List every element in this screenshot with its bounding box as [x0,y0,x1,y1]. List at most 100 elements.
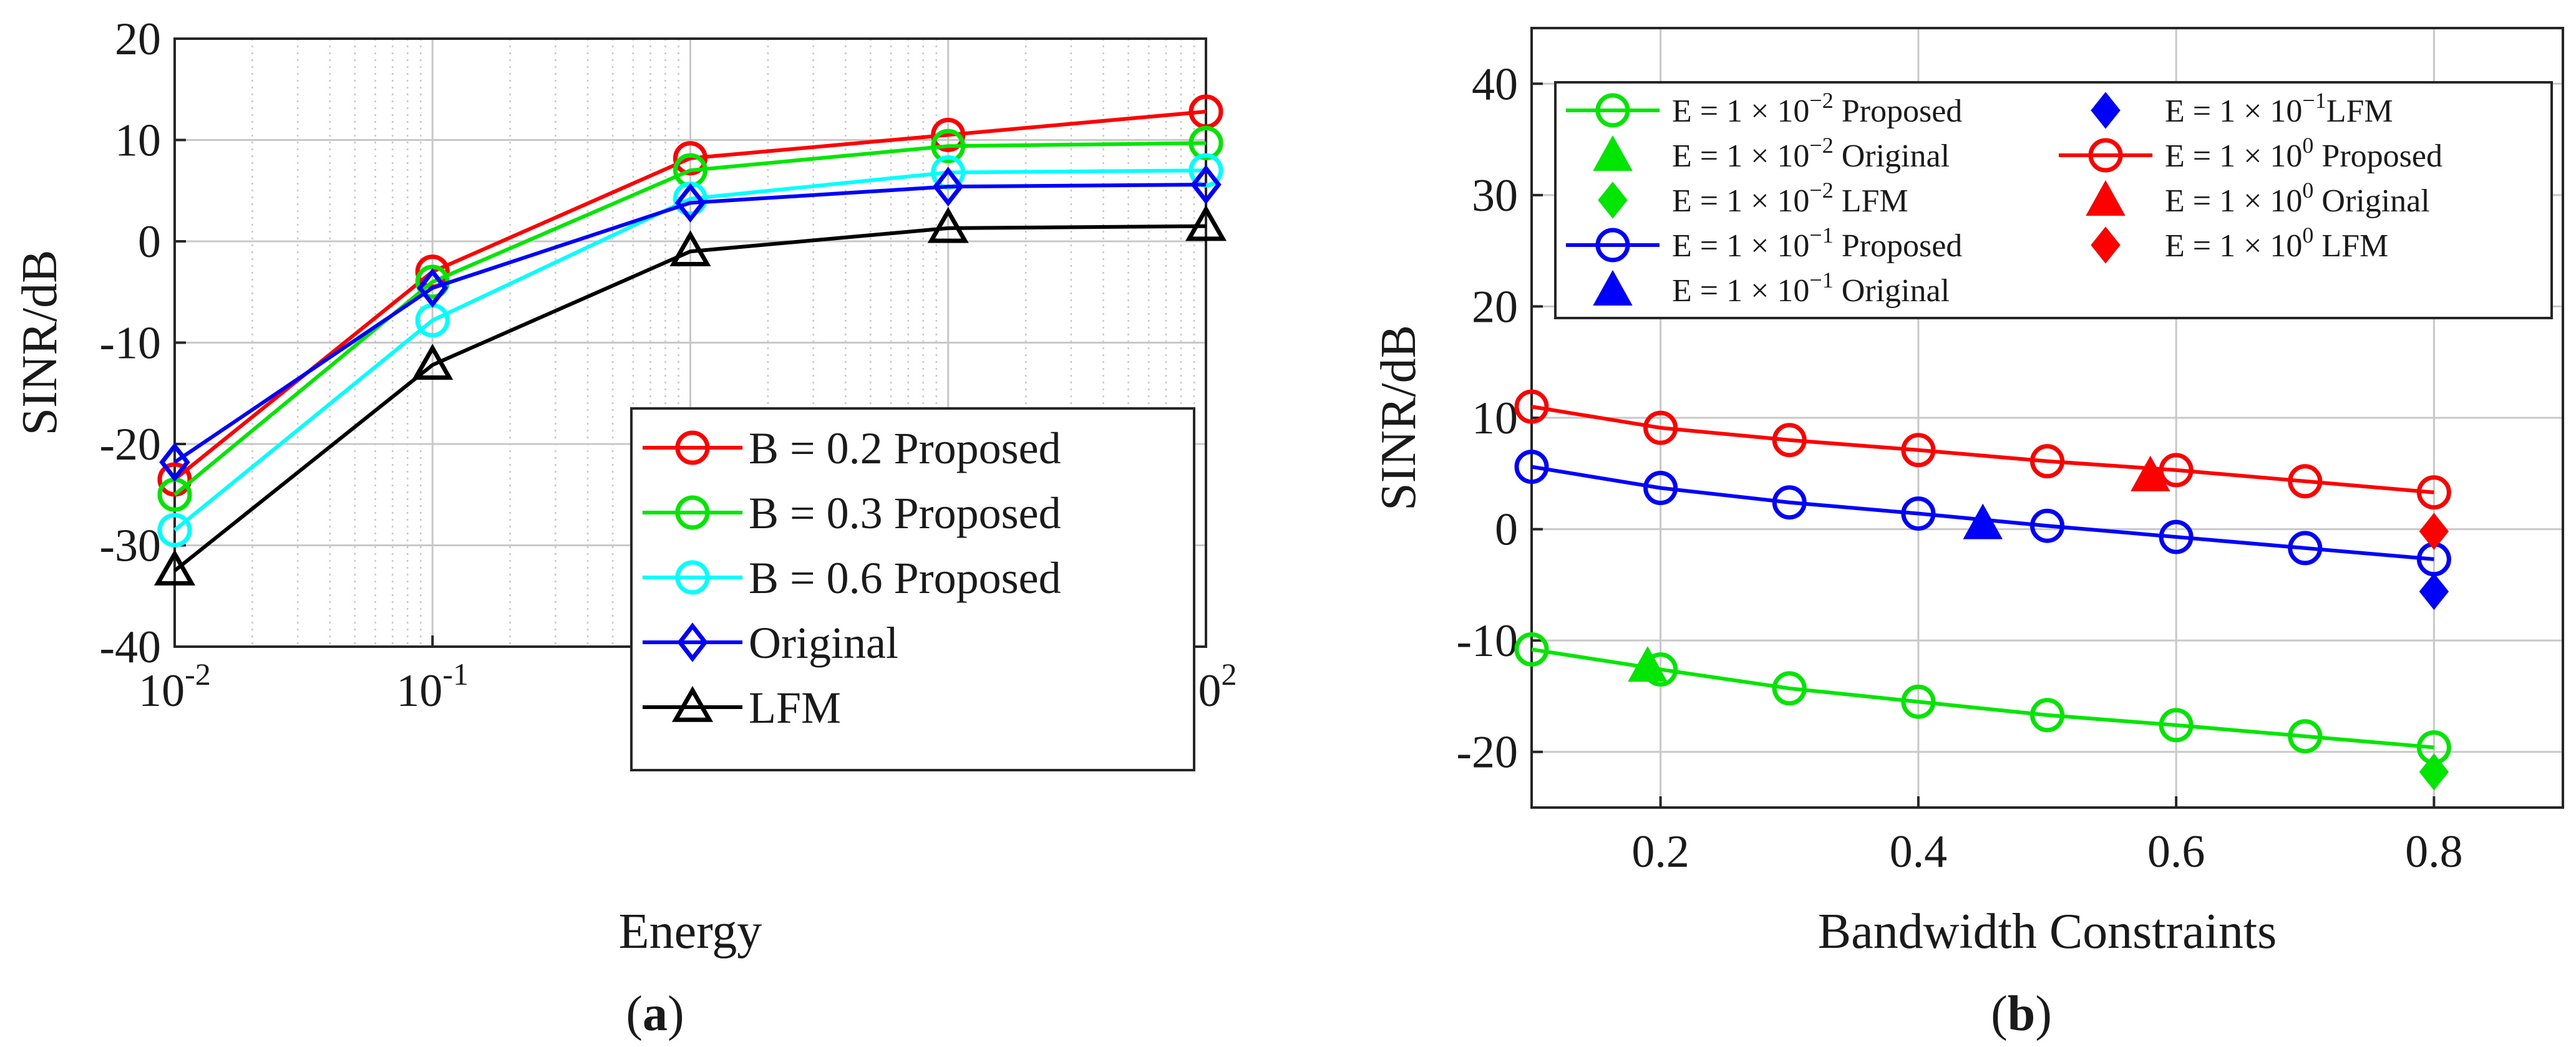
legend-label: E = 1 × 10−2 Original [1672,133,1950,174]
ytick-label-b: -10 [1456,615,1518,667]
series-line [1531,405,2434,495]
legend-label-pre: E = 1 × 10 [1672,228,1809,264]
caption-open: ( [626,987,643,1041]
legend-label: B = 0.6 Proposed [749,553,1061,603]
xtick-label-b: 0.6 [2147,826,2205,877]
legend-label-post: Proposed [2313,138,2442,174]
data-point [1188,125,1223,160]
series-b-6 [1514,389,2451,510]
series-line [173,183,1207,464]
data-point [1643,410,1678,445]
legend-marker [675,430,710,465]
ytick-label-a: 20 [115,14,161,65]
legend-label-post: LFM [2326,94,2393,129]
ytick-label-b: 30 [1472,170,1518,221]
legend-label: LFM [749,683,841,733]
legend-label: E = 1 × 10−2 Proposed [1672,88,1962,129]
legend-label-exp: −2 [1809,178,1833,203]
xtick-label-a: 10-1 [396,657,469,716]
ytick-label-b: 0 [1495,504,1518,556]
y-axis-label-a: SINR/dB [12,250,67,436]
series-b-0 [1514,632,2451,765]
legend-label-pre: E = 1 × 10 [1672,94,1809,129]
caption-close: ) [2035,987,2052,1041]
data-point [417,268,448,308]
legend-label-pre: E = 1 × 10 [2165,228,2302,264]
legend-a: B = 0.2 Proposed B = 0.3 Proposed B = 0.6 … [630,407,1195,771]
legend-label-pre: E = 1 × 10 [1672,183,1809,219]
legend-marker [1595,93,1630,128]
data-point [1772,671,1807,706]
legend-label-post: Proposed [1834,94,1963,129]
series-line [173,224,1207,572]
xtick-base: 10 [139,665,185,716]
legend-label: B = 0.2 Proposed [749,423,1061,473]
legend-marker [677,622,708,662]
data-point [1772,423,1807,458]
data-point [927,206,969,243]
legend-label-exp: −1 [1809,223,1833,248]
data-point [1901,433,1936,468]
series-b-8 [2419,513,2449,550]
data-point [1514,632,1549,667]
legend-label-pre: E = 1 × 10 [2165,183,2302,219]
data-point [1185,205,1227,241]
data-point [2159,453,2194,488]
legend-label: E = 1 × 100 LFM [2165,223,2388,264]
data-point [2419,513,2449,550]
legend-marker [675,495,710,530]
data-point [2131,455,2170,491]
ytick-label-a: -10 [99,318,161,369]
legend-box-a [630,407,1195,771]
data-point [673,141,707,176]
series-line [173,141,1207,496]
xtick-base: 10 [396,665,442,716]
legend-label-post: Original [1834,273,1950,309]
xtick-label-a: 10-2 [139,657,211,716]
legend-label-post: LFM [2313,228,2388,264]
data-point [1901,684,1936,719]
legend-marker [2091,92,2121,129]
legend-label-exp: −2 [1809,88,1833,113]
legend-label-exp: −2 [1809,133,1833,158]
ytick-label-b: 20 [1472,281,1518,332]
ytick-label-a: -20 [99,419,161,470]
legend-marker [671,685,714,722]
series-b-2 [2419,753,2449,791]
data-point [2419,753,2449,791]
series-line [173,110,1207,481]
xtick-label-b: 0.4 [1890,826,1948,877]
data-point [1514,450,1549,485]
data-point [2030,508,2064,543]
data-point [933,166,964,206]
data-point [1963,503,2003,539]
series-b-1 [1628,646,1668,682]
data-point [2159,519,2194,554]
legend-marker [1598,181,1628,219]
xtick-exponent: -2 [185,657,211,692]
data-point [669,230,711,266]
data-point [1901,496,1936,531]
panel-b: -20 -10 0 10 20 30 40 0.2 0.4 0.6 0.8 Bandwidth Con… [1371,27,2564,1041]
legend-label-pre: E = 1 × 10 [1672,273,1809,309]
data-point [931,128,966,163]
series-line [173,168,1207,532]
xtick-exponent: -1 [442,657,469,692]
data-point [674,183,706,223]
legend-label-post: Proposed [1834,228,1963,264]
series-a-3 [159,165,1222,482]
data-point [2288,464,2323,499]
data-point [1514,389,1549,424]
legend-label-pre: E = 1 × 10 [2165,94,2302,129]
series-b-3 [1514,450,2451,577]
data-point [2419,572,2449,610]
data-point [157,513,192,548]
data-point [2030,444,2064,479]
caption-close: ) [668,987,684,1041]
caption-a: (a) [626,987,684,1041]
legend-label-pre: E = 1 × 10 [2165,138,2302,174]
data-point [1628,646,1668,682]
legend-marker [1593,135,1633,171]
data-point [2288,719,2323,754]
